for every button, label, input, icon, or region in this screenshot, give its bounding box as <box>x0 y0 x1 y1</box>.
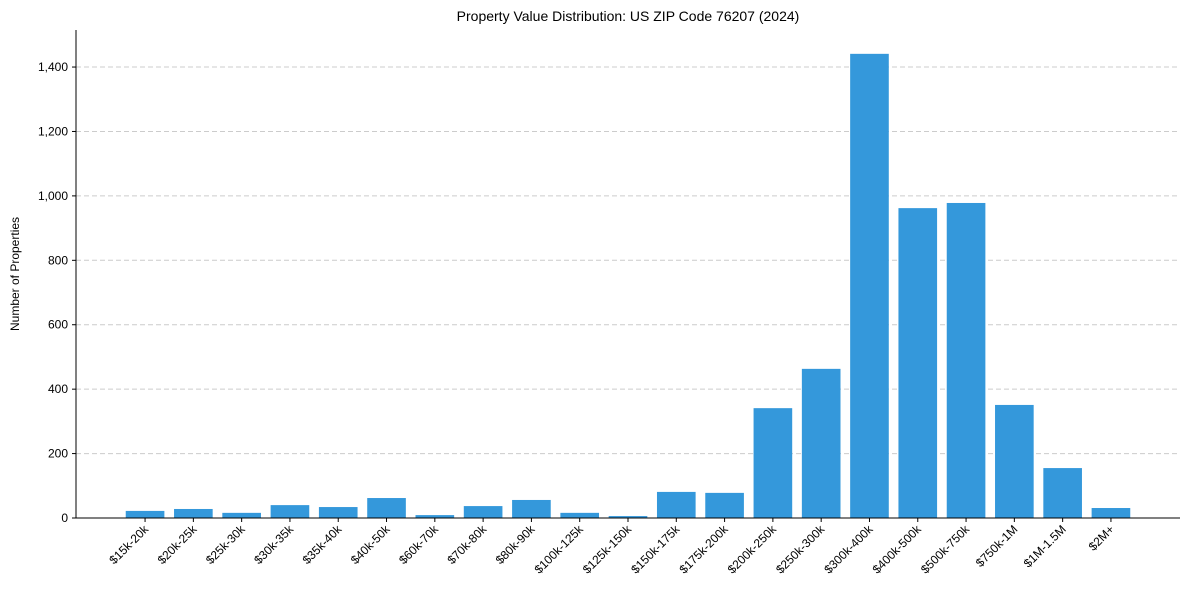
y-tick-label: 0 <box>61 511 68 525</box>
x-tick-label: $300k-400k <box>821 522 876 577</box>
bar <box>656 491 696 518</box>
x-tick-label: $200k-250k <box>725 522 780 577</box>
bar <box>560 512 600 518</box>
x-tick-label: $30k-35k <box>251 522 297 568</box>
x-tick-label: $175k-200k <box>676 522 731 577</box>
y-tick-label: 600 <box>48 318 68 332</box>
bar <box>270 505 310 518</box>
bar <box>222 512 261 518</box>
x-tick-label: $70k-80k <box>444 522 490 568</box>
bar <box>753 408 793 518</box>
bar <box>898 208 938 518</box>
x-tick-label: $60k-70k <box>396 522 442 568</box>
bar <box>995 404 1034 518</box>
bar <box>125 510 165 518</box>
x-tick-label: $2M+ <box>1086 522 1117 553</box>
bar <box>174 508 213 518</box>
x-tick-label: $750k-1M <box>973 522 1021 570</box>
chart-title: Property Value Distribution: US ZIP Code… <box>457 8 800 24</box>
bar <box>1091 508 1131 518</box>
bar <box>705 492 744 518</box>
x-tick-label: $40k-50k <box>348 522 394 568</box>
bar <box>463 506 503 518</box>
x-tick-label: $35k-40k <box>300 522 346 568</box>
y-tick-label: 200 <box>48 447 68 461</box>
y-tick-label: 800 <box>48 253 68 267</box>
x-tick-label: $250k-300k <box>773 522 828 577</box>
bar <box>318 507 358 518</box>
bar <box>946 202 986 519</box>
bar <box>1043 468 1082 518</box>
y-tick-label: 1,200 <box>38 124 68 138</box>
bar <box>512 499 551 518</box>
y-tick-label: 400 <box>48 382 68 396</box>
y-axis-label: Number of Properties <box>8 217 22 331</box>
bar <box>415 515 455 518</box>
x-tick-label: $150k-175k <box>628 522 683 577</box>
x-tick-label: $80k-90k <box>493 522 539 568</box>
x-tick-label: $500k-750k <box>918 522 973 577</box>
x-tick-label: $15k-20k <box>106 522 152 568</box>
x-tick-label: $1M-1.5M <box>1021 522 1069 570</box>
x-tick-label: $25k-30k <box>203 522 249 568</box>
x-tick-label: $100k-125k <box>532 522 587 577</box>
bar <box>608 516 648 518</box>
y-tick-label: 1,400 <box>38 60 68 74</box>
x-tick-label: $400k-500k <box>870 522 925 577</box>
x-tick-label: $20k-25k <box>155 522 201 568</box>
y-tick-label: 1,000 <box>38 189 68 203</box>
x-tick-label: $125k-150k <box>580 522 635 577</box>
bar <box>801 368 841 518</box>
bar <box>367 498 406 518</box>
bar <box>850 53 889 518</box>
